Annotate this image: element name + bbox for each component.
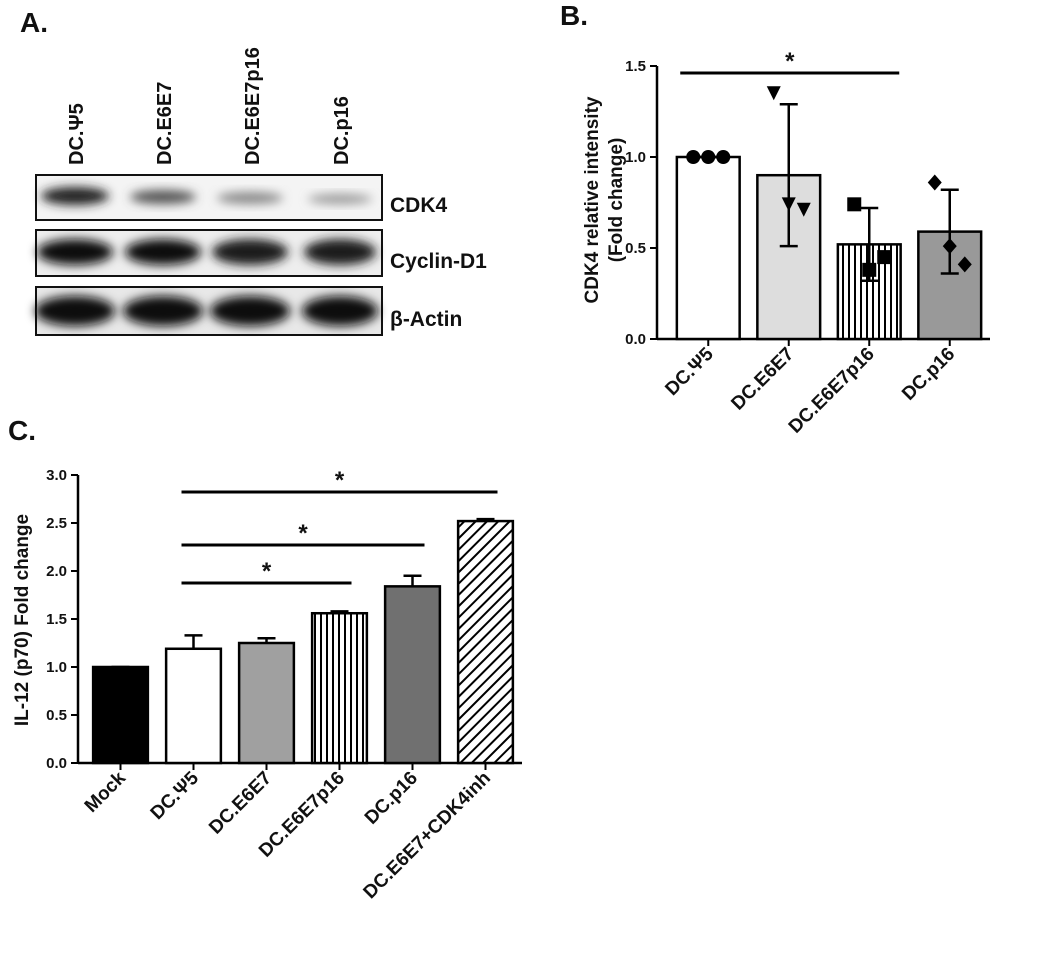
error-bar xyxy=(779,102,798,248)
bar xyxy=(237,641,296,765)
data-point xyxy=(766,86,781,101)
error-bar xyxy=(403,574,422,587)
blot-strip xyxy=(35,174,383,221)
data-point xyxy=(942,238,957,255)
y-tick-label: 1.0 xyxy=(625,149,646,166)
error-bar xyxy=(330,610,349,614)
error-bar xyxy=(940,188,959,275)
x-tick-label: DC.Ψ5 xyxy=(661,343,718,400)
data-point xyxy=(796,202,811,217)
significance-label: * xyxy=(785,48,795,75)
lane-label: DC.p16 xyxy=(331,96,353,165)
y-tick-label: 0.5 xyxy=(625,240,646,257)
y-tick-label: 1.5 xyxy=(46,611,67,628)
blot-strip xyxy=(35,229,383,277)
bar xyxy=(310,611,369,765)
y-tick-label: 2.0 xyxy=(46,563,67,580)
data-point xyxy=(957,256,972,273)
data-point xyxy=(927,174,942,191)
lane-label: DC.E6E7 xyxy=(154,82,176,165)
x-tick-label: Mock xyxy=(81,767,130,816)
lane-label: DC.E6E7p16 xyxy=(242,47,264,165)
blot-lanes: DC.Ψ5 DC.E6E7 DC.E6E7p16 DC.p16 xyxy=(66,47,353,165)
error-bar xyxy=(476,517,495,522)
y-tick-label: 2.5 xyxy=(46,515,67,532)
blot-strip xyxy=(35,286,383,336)
y-axis-label: CDK4 relative intensity xyxy=(582,96,603,303)
x-tick-label: DC.p16 xyxy=(898,344,959,405)
data-point xyxy=(781,197,796,212)
data-point xyxy=(686,150,701,164)
y-tick-label: 1.0 xyxy=(46,659,67,676)
x-tick-label: DC.p16 xyxy=(361,768,422,829)
error-bar xyxy=(257,636,276,643)
data-point xyxy=(847,197,862,212)
chart: B.CDK4 relative intensity (Fold change)0.… xyxy=(560,0,990,438)
panel-label: A. xyxy=(20,7,48,38)
data-point xyxy=(877,250,892,265)
y-tick-label: 3.0 xyxy=(46,467,67,484)
error-bar xyxy=(184,634,203,649)
blot-panel: A. DC.Ψ5 DC.E6E7 DC.E6E7p16 DC.p16 CDK4 … xyxy=(20,7,487,336)
x-tick-label: DC.Ψ5 xyxy=(147,767,204,824)
significance-label: * xyxy=(335,467,345,494)
y-axis-label: IL-12 (p70) Fold change xyxy=(12,514,33,726)
significance-label: * xyxy=(262,558,272,585)
y-tick-label: 0.0 xyxy=(46,755,67,772)
bar xyxy=(383,585,442,765)
y-tick-label: 1.5 xyxy=(625,58,646,75)
data-point xyxy=(716,150,731,164)
row-label: β-Actin xyxy=(390,308,462,331)
y-axis-label: (Fold change) xyxy=(606,138,627,263)
y-tick-label: 0.0 xyxy=(625,331,646,348)
bar xyxy=(164,647,223,765)
significance-label: * xyxy=(298,520,308,547)
row-label: Cyclin-D1 xyxy=(390,250,487,273)
chart: C. IL-12 (p70) Fold change 0.0 0.5 1.0 1.5 2.0… xyxy=(8,415,522,903)
data-point xyxy=(701,150,716,164)
y-tick-label: 0.5 xyxy=(46,707,67,724)
x-tick-label: DC.E6E7 xyxy=(727,344,798,415)
panel-label: C. xyxy=(8,415,36,446)
bar xyxy=(456,519,515,765)
data-point xyxy=(862,262,877,277)
bar xyxy=(675,155,741,341)
x-tick-label: DC.E6E7p16 xyxy=(785,344,879,438)
x-tick-label: DC.E6E7 xyxy=(205,768,276,839)
row-label: CDK4 xyxy=(390,194,447,217)
lane-label: DC.Ψ5 xyxy=(66,103,88,165)
x-tick-label: DC.E6E7+CDK4inh xyxy=(360,768,495,903)
panel-label: B. xyxy=(560,0,588,31)
bar xyxy=(91,665,150,765)
